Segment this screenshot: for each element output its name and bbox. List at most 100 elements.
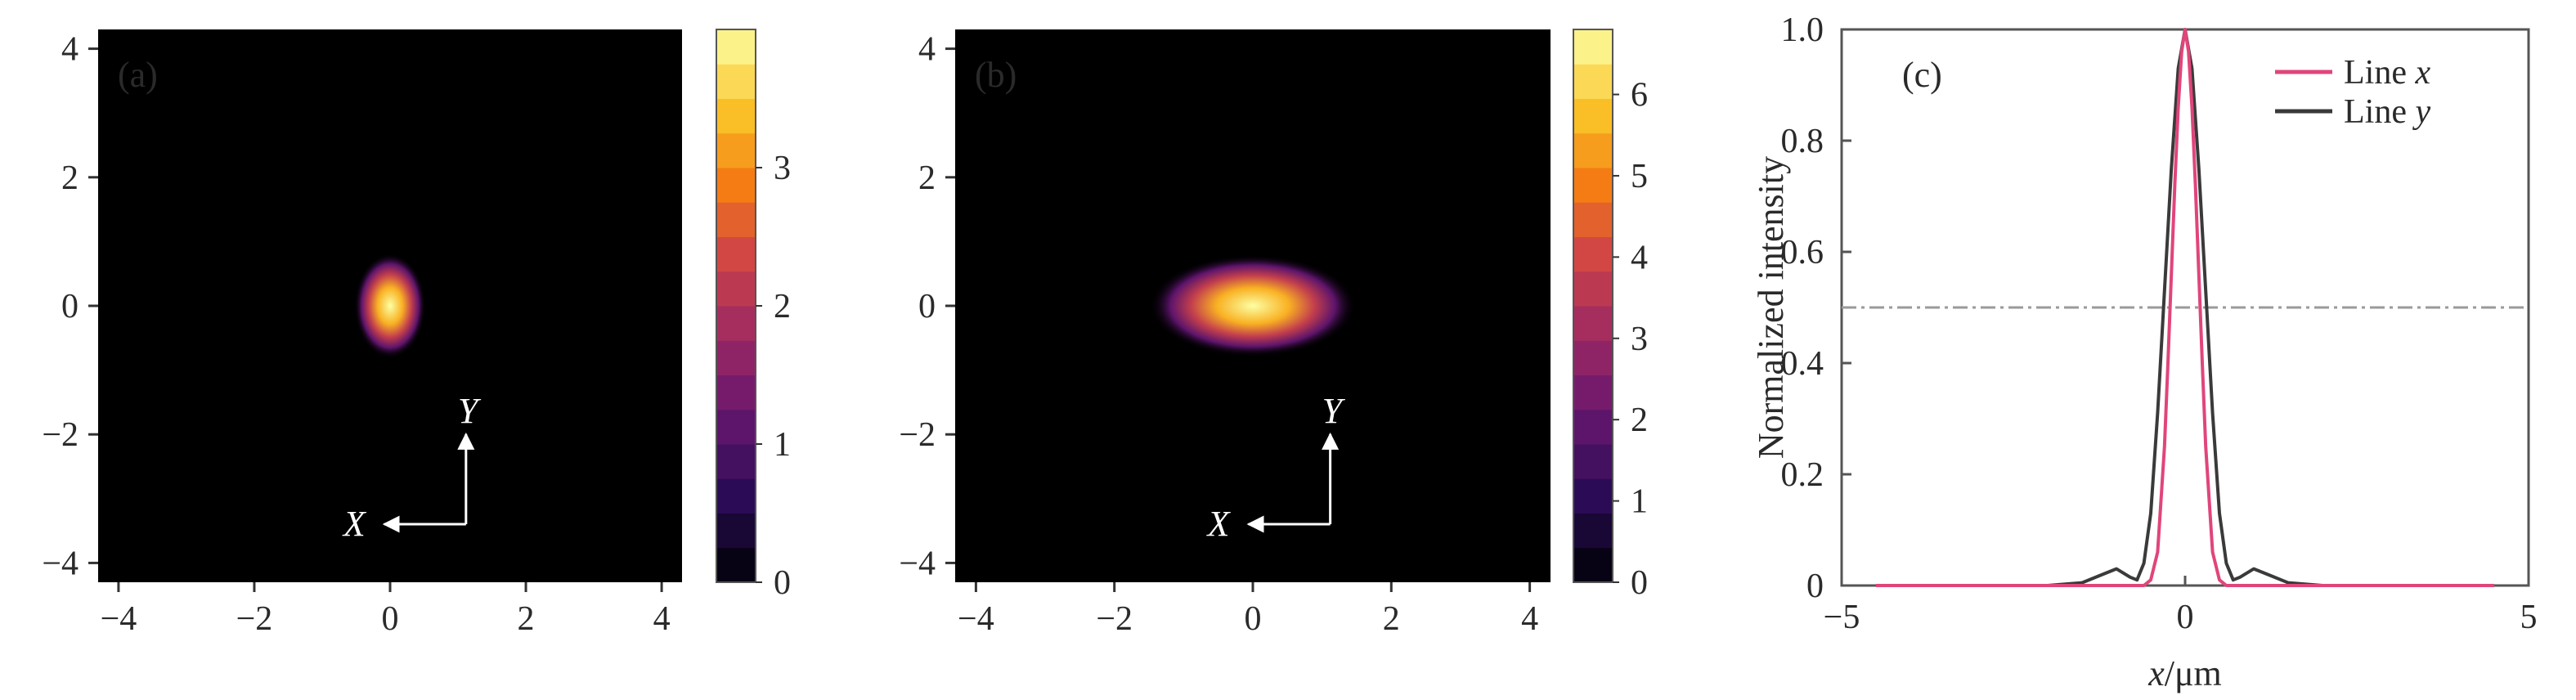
colorbar-segment-a-4 <box>716 409 756 445</box>
y-direction-label-a: Y <box>458 391 482 431</box>
colorbar-segment-b-0 <box>1573 547 1613 583</box>
colorbar-tick-label-b-0: 0 <box>1631 564 1648 602</box>
colorbar-tick-label-a-3: 3 <box>774 150 791 187</box>
colorbar-tick-label-b-5: 5 <box>1631 158 1648 195</box>
colorbar-segment-b-15 <box>1573 29 1613 65</box>
colorbar-frame-b <box>1573 29 1613 583</box>
colorbar-tick-label-b-6: 6 <box>1631 77 1648 114</box>
x-axis-label-unit: /μm <box>2165 653 2222 693</box>
colorbar-segment-a-9 <box>716 236 756 272</box>
x-tick-label-b-3: 2 <box>1383 600 1400 638</box>
line-plot-ticks: −5 0 500.20.40.60.81.0 <box>1781 11 2538 636</box>
colorbar-segment-b-4 <box>1573 409 1613 445</box>
colorbar-segment-a-15 <box>716 29 756 65</box>
x-tick-label-b-4: 4 <box>1521 600 1538 638</box>
colorbar-segment-b-9 <box>1573 236 1613 272</box>
y-tick-label-a-1: −2 <box>42 416 79 454</box>
x-tick-label-c-2: 5 <box>2520 599 2538 636</box>
colorbar-segment-a-1 <box>716 513 756 549</box>
legend-label-x: Line x <box>2344 54 2430 92</box>
colorbar-tick-label-a-2: 2 <box>774 288 791 325</box>
x-tick-label-b-0: −4 <box>958 600 994 638</box>
y-tick-label-a-2: 0 <box>61 288 79 325</box>
colorbar-tick-label-b-1: 1 <box>1631 483 1648 521</box>
colorbar-tick-label-b-2: 2 <box>1631 402 1648 439</box>
y-direction-label-b: Y <box>1322 391 1346 431</box>
colorbar-segment-b-1 <box>1573 513 1613 549</box>
x-axis-label: x/μm <box>2147 653 2222 693</box>
y-tick-label-c-1: 0.2 <box>1781 456 1824 494</box>
colorbar-segment-a-10 <box>716 202 756 237</box>
heatmap-b-ticks: −4 −2 0 2 4 −4 −2 0 2 4 <box>899 31 1538 638</box>
colorbar-segment-a-6 <box>716 340 756 375</box>
panel-a-label: (a) <box>118 55 158 95</box>
colorbar-segment-a-0 <box>716 547 756 583</box>
y-tick-label-b-2: 0 <box>918 288 936 325</box>
y-tick-label-c-3: 0.6 <box>1781 234 1824 271</box>
panel-c: −5 0 500.20.40.60.81.0 (c) Normalized inte… <box>1751 11 2538 693</box>
colorbar-segment-b-10 <box>1573 202 1613 237</box>
axes-glyph-b: YX <box>1206 391 1346 544</box>
y-tick-label-a-3: 2 <box>61 159 79 197</box>
x-tick-label-a-2: 0 <box>382 600 399 638</box>
x-tick-label-c-0: −5 <box>1824 599 1860 636</box>
colorbar-tick-label-b-4: 4 <box>1631 239 1648 276</box>
colorbar-b: 0 1 2 3 4 5 6 <box>1573 29 1648 602</box>
x-tick-label-b-1: −2 <box>1096 600 1133 638</box>
colorbar-segment-a-8 <box>716 271 756 307</box>
x-tick-label-a-3: 2 <box>518 600 535 638</box>
colorbar-segment-b-2 <box>1573 478 1613 514</box>
x-tick-label-c-1: 0 <box>2177 599 2194 636</box>
colorbar-tick-label-a-1: 1 <box>774 426 791 464</box>
y-tick-label-c-0: 0 <box>1806 568 1824 605</box>
panel-c-label: (c) <box>1902 55 1942 95</box>
colorbar-a: 0 1 2 3 <box>716 29 791 602</box>
colorbar-tick-label-a-0: 0 <box>774 564 791 602</box>
panel-b-label: (b) <box>975 55 1016 95</box>
colorbar-tick-label-b-3: 3 <box>1631 321 1648 358</box>
colorbar-segment-a-3 <box>716 444 756 479</box>
heatmap-b-spot <box>1150 254 1356 357</box>
heatmap-a-ticks: −4 −2 0 2 4 −4 −2 0 2 4 <box>42 31 670 638</box>
colorbar-segment-b-13 <box>1573 98 1613 134</box>
colorbar-segment-b-8 <box>1573 271 1613 307</box>
y-tick-label-b-0: −4 <box>899 545 936 582</box>
colorbar-segment-a-2 <box>716 478 756 514</box>
y-tick-label-c-4: 0.8 <box>1781 123 1824 160</box>
x-tick-label-b-2: 0 <box>1245 600 1262 638</box>
y-tick-label-b-3: 2 <box>918 159 936 197</box>
y-tick-label-a-0: −4 <box>42 545 79 582</box>
series-line-x <box>1876 28 2494 587</box>
y-tick-label-c-2: 0.4 <box>1781 345 1824 383</box>
colorbar-segment-a-14 <box>716 64 756 99</box>
legend-label-y: Line y <box>2344 93 2430 131</box>
colorbar-segment-b-5 <box>1573 375 1613 411</box>
colorbar-segment-a-13 <box>716 98 756 134</box>
x-axis-label-var: x <box>2147 653 2165 693</box>
x-tick-label-a-1: −2 <box>236 600 273 638</box>
x-direction-label-b: X <box>1206 504 1232 544</box>
y-tick-label-a-4: 4 <box>61 31 79 69</box>
colorbar-segment-a-7 <box>716 306 756 341</box>
colorbar-segment-a-12 <box>716 132 756 168</box>
line-plot-series <box>1876 28 2494 587</box>
heatmap-a-spot <box>354 253 426 359</box>
x-tick-label-a-4: 4 <box>653 600 671 638</box>
colorbar-segment-a-11 <box>716 168 756 203</box>
y-tick-label-b-1: −2 <box>899 416 936 454</box>
colorbar-segment-b-7 <box>1573 306 1613 341</box>
x-direction-label-a: X <box>342 504 367 544</box>
colorbar-segment-b-3 <box>1573 444 1613 479</box>
colorbar-segment-b-11 <box>1573 168 1613 203</box>
colorbar-segment-b-12 <box>1573 132 1613 168</box>
x-tick-label-a-0: −4 <box>101 600 137 638</box>
y-tick-label-b-4: 4 <box>918 31 936 69</box>
colorbar-segment-b-14 <box>1573 64 1613 99</box>
axes-glyph-a: YX <box>342 391 482 544</box>
colorbar-segment-b-6 <box>1573 340 1613 375</box>
colorbar-segment-a-5 <box>716 375 756 411</box>
